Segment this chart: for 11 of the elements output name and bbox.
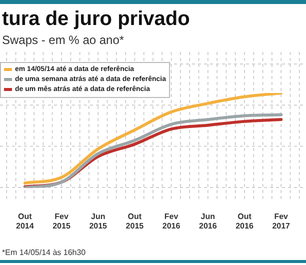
x-tick-label: Jun 2015 (89, 212, 108, 230)
x-tick-label: Out 2016 (236, 212, 254, 230)
x-tick-label: Fev 2017 (272, 212, 291, 230)
chart-title: tura de juro privado (2, 8, 190, 31)
x-tick-label: Out 2014 (16, 212, 34, 230)
x-tick-label: Fev 2015 (52, 212, 71, 230)
x-tick-label: Fev 2016 (162, 212, 181, 230)
x-tick-label: Out 2015 (126, 212, 144, 230)
chart-subtitle: Swaps - em % ao ano* (2, 33, 124, 47)
text: *Em 14/05/14 às 16h30 (2, 248, 86, 257)
x-tick-label: Jun 2016 (199, 212, 218, 230)
